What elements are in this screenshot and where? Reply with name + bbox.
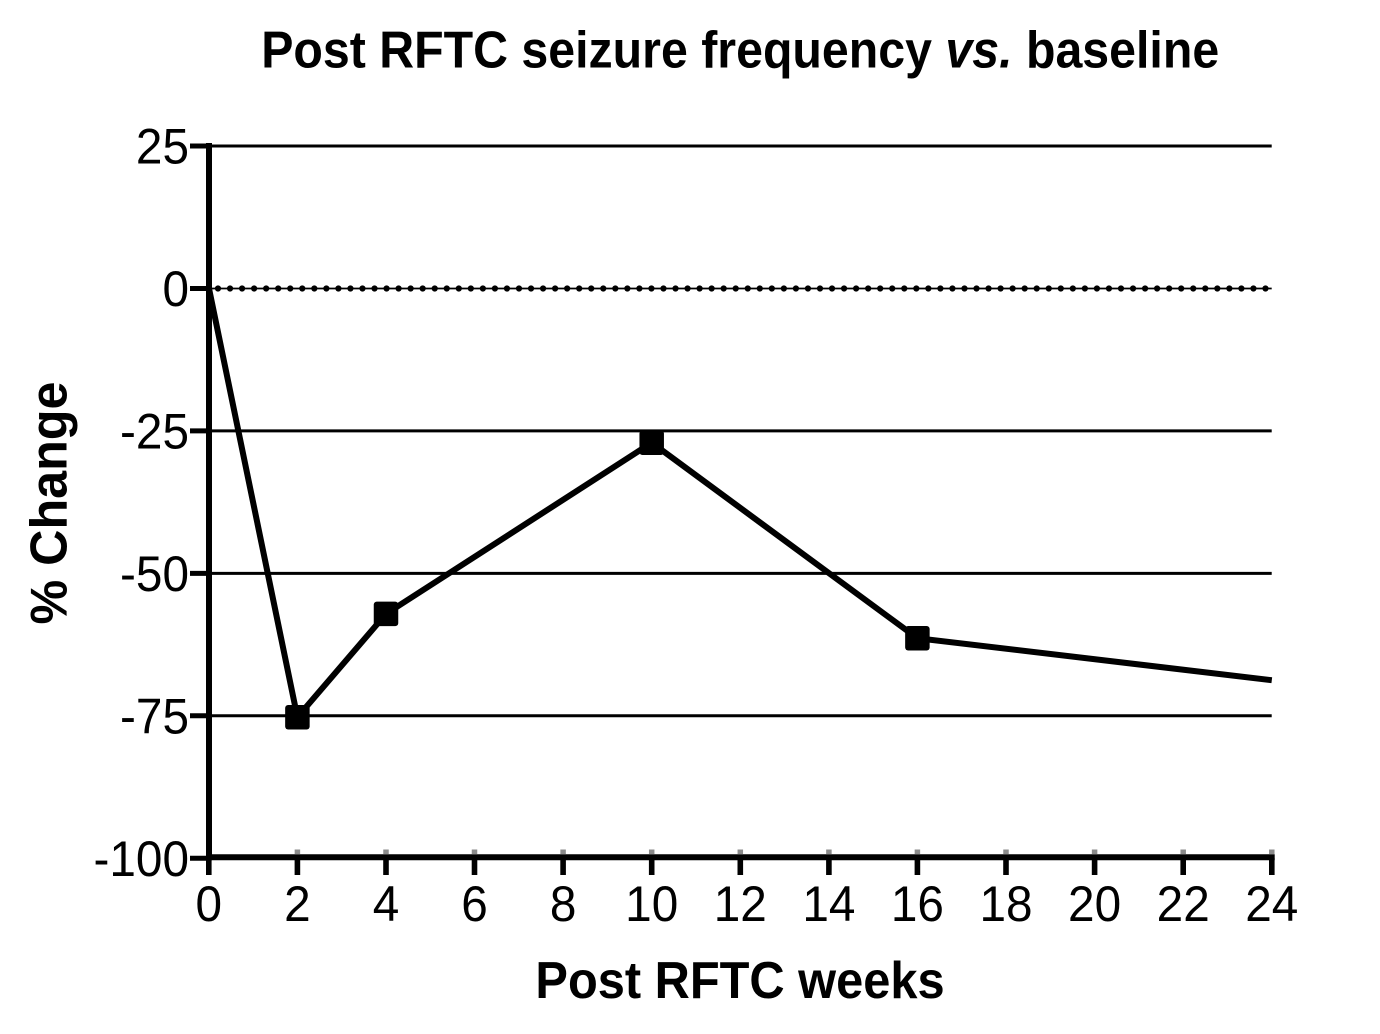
svg-text:-75: -75 bbox=[120, 689, 189, 745]
svg-text:0: 0 bbox=[162, 262, 189, 318]
svg-text:12: 12 bbox=[714, 877, 767, 933]
svg-text:22: 22 bbox=[1157, 877, 1210, 933]
svg-text:18: 18 bbox=[979, 877, 1032, 933]
svg-text:Post RFTC weeks: Post RFTC weeks bbox=[535, 952, 944, 1010]
svg-text:6: 6 bbox=[461, 877, 488, 933]
svg-text:-50: -50 bbox=[120, 547, 189, 603]
svg-text:14: 14 bbox=[802, 877, 855, 933]
svg-text:20: 20 bbox=[1068, 877, 1121, 933]
svg-text:-100: -100 bbox=[93, 832, 189, 888]
svg-text:Post RFTC seizure frequency vs: Post RFTC seizure frequency vs. baseline bbox=[261, 21, 1219, 79]
svg-text:10: 10 bbox=[625, 877, 678, 933]
svg-text:4: 4 bbox=[373, 877, 400, 933]
svg-text:0: 0 bbox=[196, 877, 223, 933]
svg-text:% Change: % Change bbox=[20, 382, 78, 625]
svg-text:25: 25 bbox=[136, 120, 189, 176]
svg-text:2: 2 bbox=[284, 877, 311, 933]
svg-text:24: 24 bbox=[1245, 877, 1298, 933]
svg-text:-25: -25 bbox=[120, 404, 189, 460]
svg-text:8: 8 bbox=[550, 877, 577, 933]
svg-text:16: 16 bbox=[891, 877, 944, 933]
